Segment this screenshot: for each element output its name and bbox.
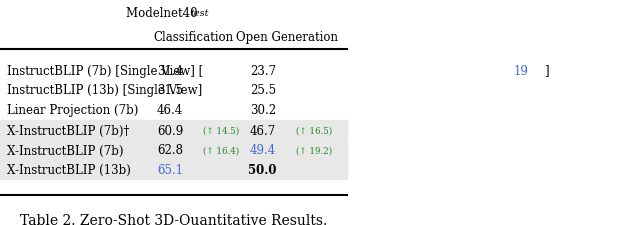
- Text: ]: ]: [544, 64, 549, 77]
- Text: 62.8: 62.8: [157, 144, 183, 157]
- Text: 31.4: 31.4: [157, 64, 183, 77]
- Text: InstructBLIP (13b) [Single View]: InstructBLIP (13b) [Single View]: [7, 84, 202, 97]
- Text: X-InstructBLIP (7b): X-InstructBLIP (7b): [7, 144, 124, 157]
- Text: 60.9: 60.9: [157, 124, 183, 137]
- Text: (↑ 14.5): (↑ 14.5): [203, 126, 239, 135]
- Text: 30.2: 30.2: [250, 104, 276, 117]
- Text: 31.5: 31.5: [157, 84, 183, 97]
- Text: (↑ 19.2): (↑ 19.2): [296, 146, 332, 155]
- Text: Linear Projection (7b): Linear Projection (7b): [7, 104, 138, 117]
- Text: Open Generation: Open Generation: [236, 30, 338, 43]
- Text: 50.0: 50.0: [247, 164, 276, 177]
- Text: Classification: Classification: [153, 30, 234, 43]
- Text: (↑ 16.5): (↑ 16.5): [296, 126, 332, 135]
- Text: (↑ 16.4): (↑ 16.4): [203, 146, 239, 155]
- Text: InstructBLIP (7b) [Single View] [: InstructBLIP (7b) [Single View] [: [7, 64, 203, 77]
- Text: 23.7: 23.7: [250, 64, 276, 77]
- Text: test: test: [190, 9, 209, 18]
- Bar: [0, 140, 347, 159]
- Text: 25.5: 25.5: [250, 84, 276, 97]
- Text: X-InstructBLIP (7b)†: X-InstructBLIP (7b)†: [7, 124, 129, 137]
- Text: 19: 19: [514, 64, 529, 77]
- Text: Modelnet40: Modelnet40: [126, 7, 201, 20]
- Text: 46.7: 46.7: [250, 124, 276, 137]
- Text: 46.4: 46.4: [157, 104, 183, 117]
- Text: X-InstructBLIP (13b): X-InstructBLIP (13b): [7, 164, 131, 177]
- Bar: [0, 121, 347, 140]
- Bar: [0, 160, 347, 179]
- Text: Table 2. Zero-Shot 3D-Quantitative Results.: Table 2. Zero-Shot 3D-Quantitative Resul…: [20, 213, 327, 225]
- Text: 49.4: 49.4: [250, 144, 276, 157]
- Text: 65.1: 65.1: [157, 164, 183, 177]
